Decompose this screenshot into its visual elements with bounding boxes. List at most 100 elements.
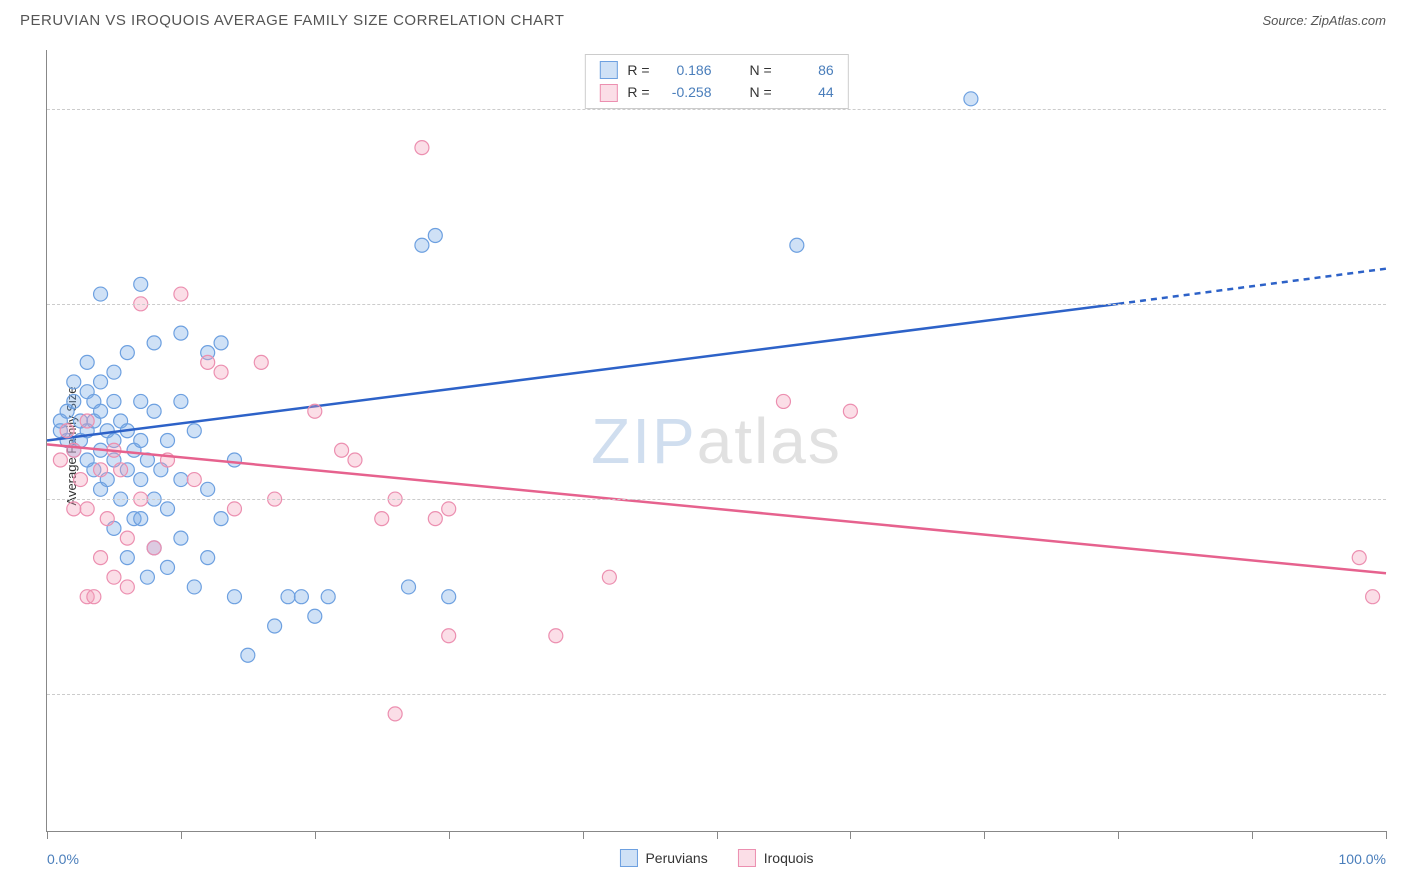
scatter-point (174, 531, 188, 545)
scatter-point (94, 463, 108, 477)
scatter-point (67, 502, 81, 516)
scatter-point (348, 453, 362, 467)
scatter-point (843, 404, 857, 418)
scatter-point (120, 580, 134, 594)
scatter-point (134, 277, 148, 291)
chart-area: ZIPatlas R = 0.186 N = 86 R = -0.258 N =… (46, 50, 1386, 832)
n-value-peruvians: 86 (782, 59, 834, 81)
gridline (47, 499, 1386, 500)
scatter-point (790, 238, 804, 252)
scatter-point (140, 570, 154, 584)
scatter-point (388, 707, 402, 721)
scatter-point (134, 394, 148, 408)
scatter-point (308, 404, 322, 418)
scatter-point (201, 482, 215, 496)
x-tick (1252, 831, 1253, 839)
gridline (47, 109, 1386, 110)
scatter-point (442, 590, 456, 604)
scatter-point (80, 355, 94, 369)
scatter-point (187, 424, 201, 438)
regression-line (47, 304, 1118, 441)
scatter-point (174, 287, 188, 301)
legend-item-iroquois: Iroquois (738, 849, 814, 867)
scatter-point (107, 570, 121, 584)
x-label-max: 100.0% (1339, 851, 1386, 867)
scatter-point (94, 551, 108, 565)
y-tick-label: 3.00 (1394, 491, 1406, 507)
scatter-point (67, 394, 81, 408)
r-value-iroquois: -0.258 (660, 81, 712, 103)
scatter-point (174, 473, 188, 487)
scatter-point (964, 92, 978, 106)
gridline (47, 304, 1386, 305)
scatter-point (227, 590, 241, 604)
scatter-point (281, 590, 295, 604)
scatter-point (214, 336, 228, 350)
scatter-point (107, 394, 121, 408)
scatter-point (321, 590, 335, 604)
legend-swatch-iroquois (738, 849, 756, 867)
x-tick (181, 831, 182, 839)
scatter-point (214, 512, 228, 526)
scatter-point (308, 609, 322, 623)
x-tick (583, 831, 584, 839)
source-name: ZipAtlas.com (1311, 13, 1386, 28)
scatter-point (428, 228, 442, 242)
scatter-point (174, 394, 188, 408)
scatter-point (80, 502, 94, 516)
scatter-point (80, 414, 94, 428)
scatter-point (254, 355, 268, 369)
scatter-point (227, 502, 241, 516)
header: PERUVIAN VS IROQUOIS AVERAGE FAMILY SIZE… (0, 0, 1406, 37)
legend-swatch-peruvians (619, 849, 637, 867)
scatter-point (100, 512, 114, 526)
gridline (47, 694, 1386, 695)
scatter-point (67, 375, 81, 389)
scatter-point (1366, 590, 1380, 604)
scatter-point (187, 473, 201, 487)
x-tick (1118, 831, 1119, 839)
scatter-point (335, 443, 349, 457)
scatter-point (114, 463, 128, 477)
r-value-peruvians: 0.186 (660, 59, 712, 81)
regression-line-extrapolated (1118, 269, 1386, 304)
scatter-point (602, 570, 616, 584)
legend-label-peruvians: Peruvians (645, 850, 707, 866)
stats-legend: R = 0.186 N = 86 R = -0.258 N = 44 (584, 54, 848, 109)
scatter-point (120, 531, 134, 545)
x-tick (47, 831, 48, 839)
scatter-point (442, 502, 456, 516)
n-value-iroquois: 44 (782, 81, 834, 103)
scatter-point (134, 434, 148, 448)
r-label: R = (627, 59, 649, 81)
scatter-point (94, 404, 108, 418)
scatter-point (375, 512, 389, 526)
scatter-point (776, 394, 790, 408)
scatter-point (161, 502, 175, 516)
scatter-point (415, 238, 429, 252)
stats-row-peruvians: R = 0.186 N = 86 (599, 59, 833, 81)
scatter-point (147, 541, 161, 555)
scatter-point (120, 346, 134, 360)
legend-item-peruvians: Peruvians (619, 849, 707, 867)
scatter-point (415, 141, 429, 155)
scatter-point (214, 365, 228, 379)
scatter-point (201, 551, 215, 565)
scatter-point (227, 453, 241, 467)
y-tick-label: 5.00 (1394, 101, 1406, 117)
scatter-point (107, 365, 121, 379)
scatter-point (134, 473, 148, 487)
x-tick (449, 831, 450, 839)
scatter-point (94, 375, 108, 389)
scatter-point (442, 629, 456, 643)
scatter-point (174, 326, 188, 340)
x-tick (850, 831, 851, 839)
regression-line (47, 444, 1386, 573)
scatter-point (120, 551, 134, 565)
swatch-peruvians (599, 61, 617, 79)
scatter-point (147, 404, 161, 418)
scatter-point (1352, 551, 1366, 565)
scatter-point (161, 560, 175, 574)
y-tick-label: 2.00 (1394, 686, 1406, 702)
x-tick (315, 831, 316, 839)
